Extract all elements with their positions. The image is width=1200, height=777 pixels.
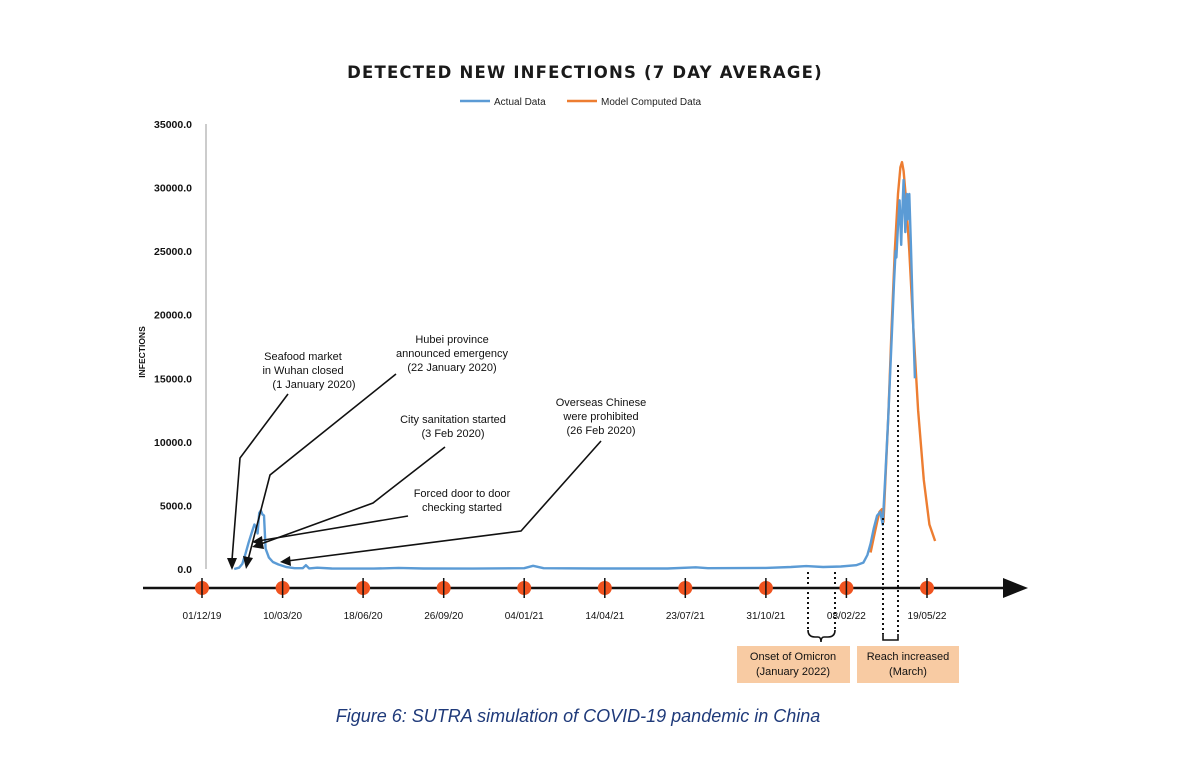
x-tick-label: 10/03/20 (263, 611, 302, 622)
annotation-hubei: Hubei province announced emergency (22 J… (396, 334, 508, 374)
y-tick-label: 35000.0 (154, 119, 192, 131)
arrow-sanitation (257, 446, 446, 546)
annotation-door-line2: checking started (422, 502, 502, 514)
y-tick-labels: 35000.0 30000.0 25000.0 20000.0 15000.0 10000… (154, 119, 192, 576)
y-tick-label: 0.0 (177, 564, 192, 576)
event-box-reach-line1: Reach increased (867, 651, 950, 663)
annotation-hubei-line2: announced emergency (396, 348, 508, 360)
event-marker-omicron (807, 572, 836, 643)
figure-caption: Figure 6: SUTRA simulation of COVID-19 p… (336, 706, 821, 726)
annotation-sanitation-line1: City sanitation started (400, 414, 506, 426)
x-tick-label: 19/05/22 (908, 611, 947, 622)
event-box-omicron-line2: (January 2022) (756, 666, 830, 678)
annotation-overseas: Overseas Chinese were prohibited (26 Feb… (556, 397, 647, 437)
annotation-hubei-line3: (22 January 2020) (407, 362, 496, 374)
omicron-brace (807, 629, 836, 643)
arrowhead-overseas (280, 556, 291, 566)
x-tick-label: 04/01/21 (505, 611, 544, 622)
event-marker-reach (882, 365, 899, 641)
event-box-reach-bg (857, 646, 959, 683)
x-axis-arrowhead (1003, 578, 1028, 598)
y-tick-label: 25000.0 (154, 246, 192, 258)
event-box-reach-line2: (March) (889, 666, 927, 678)
legend-label-model: Model Computed Data (601, 97, 701, 108)
x-tick-label: 31/10/21 (746, 611, 785, 622)
y-tick-label: 5000.0 (160, 500, 192, 512)
annotation-door-to-door: Forced door to door checking started (414, 488, 511, 514)
arrow-seafood (231, 393, 289, 561)
reach-brace (882, 634, 899, 641)
x-tick-label: 08/02/22 (827, 611, 866, 622)
series-line-actual (233, 178, 917, 571)
y-tick-label: 10000.0 (154, 437, 192, 449)
x-tick-markers: 01/12/19 10/03/20 18/06/20 26/09/20 04/01/21… (183, 578, 947, 622)
annotation-overseas-line3: (26 Feb 2020) (566, 425, 635, 437)
event-box-reach: Reach increased (March) (857, 646, 959, 683)
annotation-seafood-line2: in Wuhan closed (262, 365, 343, 377)
annotation-overseas-line2: were prohibited (562, 411, 638, 423)
event-box-omicron-bg (737, 646, 850, 683)
x-tick-label: 23/07/21 (666, 611, 705, 622)
annotation-seafood-line3: (1 January 2020) (272, 379, 355, 391)
arrow-hubei (247, 373, 397, 561)
x-tick-label: 14/04/21 (585, 611, 624, 622)
annotation-overseas-line1: Overseas Chinese (556, 397, 647, 409)
arrowhead-door-to-door (252, 536, 263, 546)
y-axis-label: INFECTIONS (137, 326, 147, 378)
annotation-seafood-line1: Seafood market (264, 351, 342, 363)
arrowhead-seafood (227, 558, 237, 570)
event-box-omicron-line1: Onset of Omicron (750, 651, 836, 663)
chart-title: DETECTED NEW INFECTIONS (7 DAY AVERAGE) (347, 63, 823, 82)
arrowhead-hubei (243, 556, 253, 569)
annotation-sanitation: City sanitation started (3 Feb 2020) (400, 414, 506, 440)
x-tick-label: 18/06/20 (344, 611, 383, 622)
event-box-omicron: Onset of Omicron (January 2022) (737, 646, 850, 683)
annotation-door-line1: Forced door to door (414, 488, 511, 500)
legend-label-actual: Actual Data (494, 97, 546, 108)
annotation-sanitation-line2: (3 Feb 2020) (422, 428, 485, 440)
y-tick-label: 15000.0 (154, 373, 192, 385)
y-tick-label: 20000.0 (154, 310, 192, 322)
annotation-seafood: Seafood market in Wuhan closed (1 Januar… (262, 351, 355, 391)
series-layer (233, 160, 937, 571)
x-tick-label: 01/12/19 (183, 611, 222, 622)
x-tick-label: 26/09/20 (424, 611, 463, 622)
arrow-door-to-door (257, 515, 409, 542)
y-tick-label: 30000.0 (154, 183, 192, 195)
arrow-overseas (286, 440, 602, 562)
legend: Actual Data Model Computed Data (460, 97, 701, 108)
annotation-hubei-line1: Hubei province (415, 334, 488, 346)
annotation-arrows (227, 373, 602, 570)
